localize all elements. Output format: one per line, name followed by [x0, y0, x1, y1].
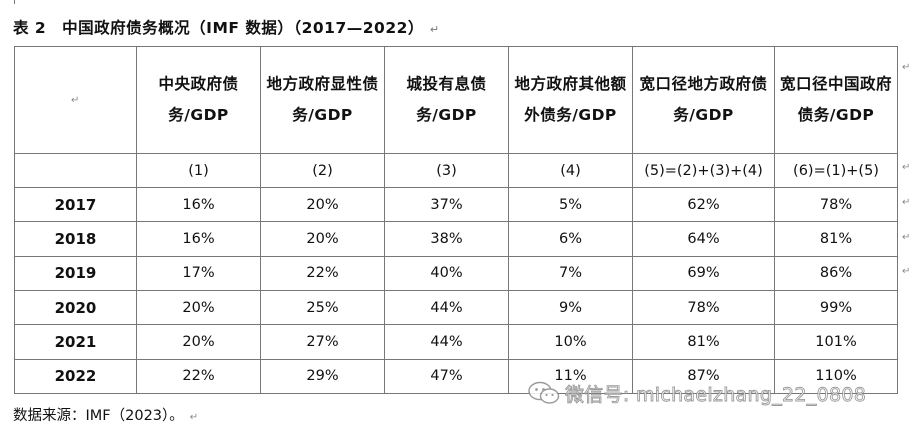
value-cell: 9%: [508, 290, 633, 326]
header-cell-blank: ↵: [14, 46, 137, 154]
header-cell: 中央政府债务/GDP: [136, 46, 261, 154]
source-note: 数据来源：IMF（2023）。 ↵: [13, 404, 198, 425]
year-cell: 2017: [14, 187, 137, 223]
paragraph-mark-icon: ↵: [71, 95, 80, 107]
year-cell: 2018: [14, 221, 137, 257]
table-row: 2021 20% 27% 44% 10% 81% 101%: [14, 324, 898, 360]
value-cell: 29%: [260, 358, 385, 395]
year-cell: 2021: [14, 324, 137, 360]
paragraph-mark-icon: ↵: [902, 266, 911, 277]
value-cell: 25%: [260, 290, 385, 326]
value-cell: 99%: [774, 290, 898, 326]
index-cell: (4): [508, 152, 633, 189]
value-cell: 47%: [384, 358, 509, 395]
value-cell: 5%: [508, 187, 633, 223]
value-cell: 22%: [136, 358, 261, 395]
index-cell: (2): [260, 152, 385, 189]
value-cell: 38%: [384, 221, 509, 257]
wechat-icon: [528, 381, 560, 404]
value-cell: 22%: [260, 255, 385, 292]
index-cell: (1): [136, 152, 261, 189]
header-cell: 宽口径中国政府债务/GDP: [774, 46, 898, 154]
value-cell: 16%: [136, 221, 261, 257]
year-cell: 2020: [14, 290, 137, 326]
top-margin-mark: [14, 0, 21, 4]
value-cell: 20%: [136, 290, 261, 326]
table-title-text: 表 2 中国政府债务概况（IMF 数据）（2017—2022）: [13, 19, 424, 37]
value-cell: 20%: [260, 221, 385, 257]
value-cell: 81%: [774, 221, 898, 257]
paragraph-mark-icon: ↵: [902, 62, 911, 73]
value-cell: 81%: [632, 324, 775, 360]
value-cell: 27%: [260, 324, 385, 360]
table-row: 2022 22% 29% 47% 11% 87% 110%: [14, 358, 898, 395]
header-row: ↵ 中央政府债务/GDP 地方政府显性债务/GDP 城投有息债务/GDP 地方政…: [14, 46, 898, 154]
value-cell: 7%: [508, 255, 633, 292]
index-cell: (5)=(2)+(3)+(4): [632, 152, 775, 189]
header-cell: 宽口径地方政府债务/GDP: [632, 46, 775, 154]
source-text: 数据来源：IMF（2023）。: [13, 408, 184, 424]
index-row: (1) (2) (3) (4) (5)=(2)+(3)+(4) (6)=(1)+…: [14, 152, 898, 189]
value-cell: 62%: [632, 187, 775, 223]
table-row: 2020 20% 25% 44% 9% 78% 99%: [14, 290, 898, 326]
value-cell: 16%: [136, 187, 261, 223]
value-cell: 10%: [508, 324, 633, 360]
index-cell: (6)=(1)+(5): [774, 152, 898, 189]
value-cell: 20%: [136, 324, 261, 360]
value-cell: 37%: [384, 187, 509, 223]
value-cell: 44%: [384, 324, 509, 360]
table-row: 2017 16% 20% 37% 5% 62% 78%: [14, 187, 898, 223]
year-cell: 2019: [14, 255, 137, 292]
wechat-watermark: 微信号: michaelzhang_22_0808: [527, 380, 897, 406]
table-row: 2019 17% 22% 40% 7% 69% 86%: [14, 255, 898, 292]
index-cell: (3): [384, 152, 509, 189]
header-cell: 地方政府其他额外债务/GDP: [508, 46, 633, 154]
table-row: 2018 16% 20% 38% 6% 64% 81%: [14, 221, 898, 257]
value-cell: 17%: [136, 255, 261, 292]
value-cell: 110%: [774, 358, 898, 395]
watermark-text: 微信号: michaelzhang_22_0808: [565, 383, 867, 406]
header-cell: 城投有息债务/GDP: [384, 46, 509, 154]
year-cell: 2022: [14, 358, 137, 395]
paragraph-mark-icon: ↵: [902, 162, 911, 173]
paragraph-mark-icon: ↵: [902, 232, 911, 243]
value-cell: 44%: [384, 290, 509, 326]
value-cell: 101%: [774, 324, 898, 360]
index-cell: [14, 152, 137, 189]
table-title: 表 2 中国政府债务概况（IMF 数据）（2017—2022） ↵: [13, 16, 440, 38]
value-cell: 86%: [774, 255, 898, 292]
value-cell: 40%: [384, 255, 509, 292]
header-cell: 地方政府显性债务/GDP: [260, 46, 385, 154]
paragraph-mark-icon: ↵: [429, 23, 440, 36]
value-cell: 64%: [632, 221, 775, 257]
paragraph-mark-icon: ↵: [189, 412, 199, 423]
value-cell: 69%: [632, 255, 775, 292]
paragraph-mark-icon: ↵: [902, 197, 911, 208]
debt-table: ↵ 中央政府债务/GDP 地方政府显性债务/GDP 城投有息债务/GDP 地方政…: [14, 46, 898, 395]
value-cell: 78%: [774, 187, 898, 223]
value-cell: 78%: [632, 290, 775, 326]
value-cell: 20%: [260, 187, 385, 223]
value-cell: 6%: [508, 221, 633, 257]
